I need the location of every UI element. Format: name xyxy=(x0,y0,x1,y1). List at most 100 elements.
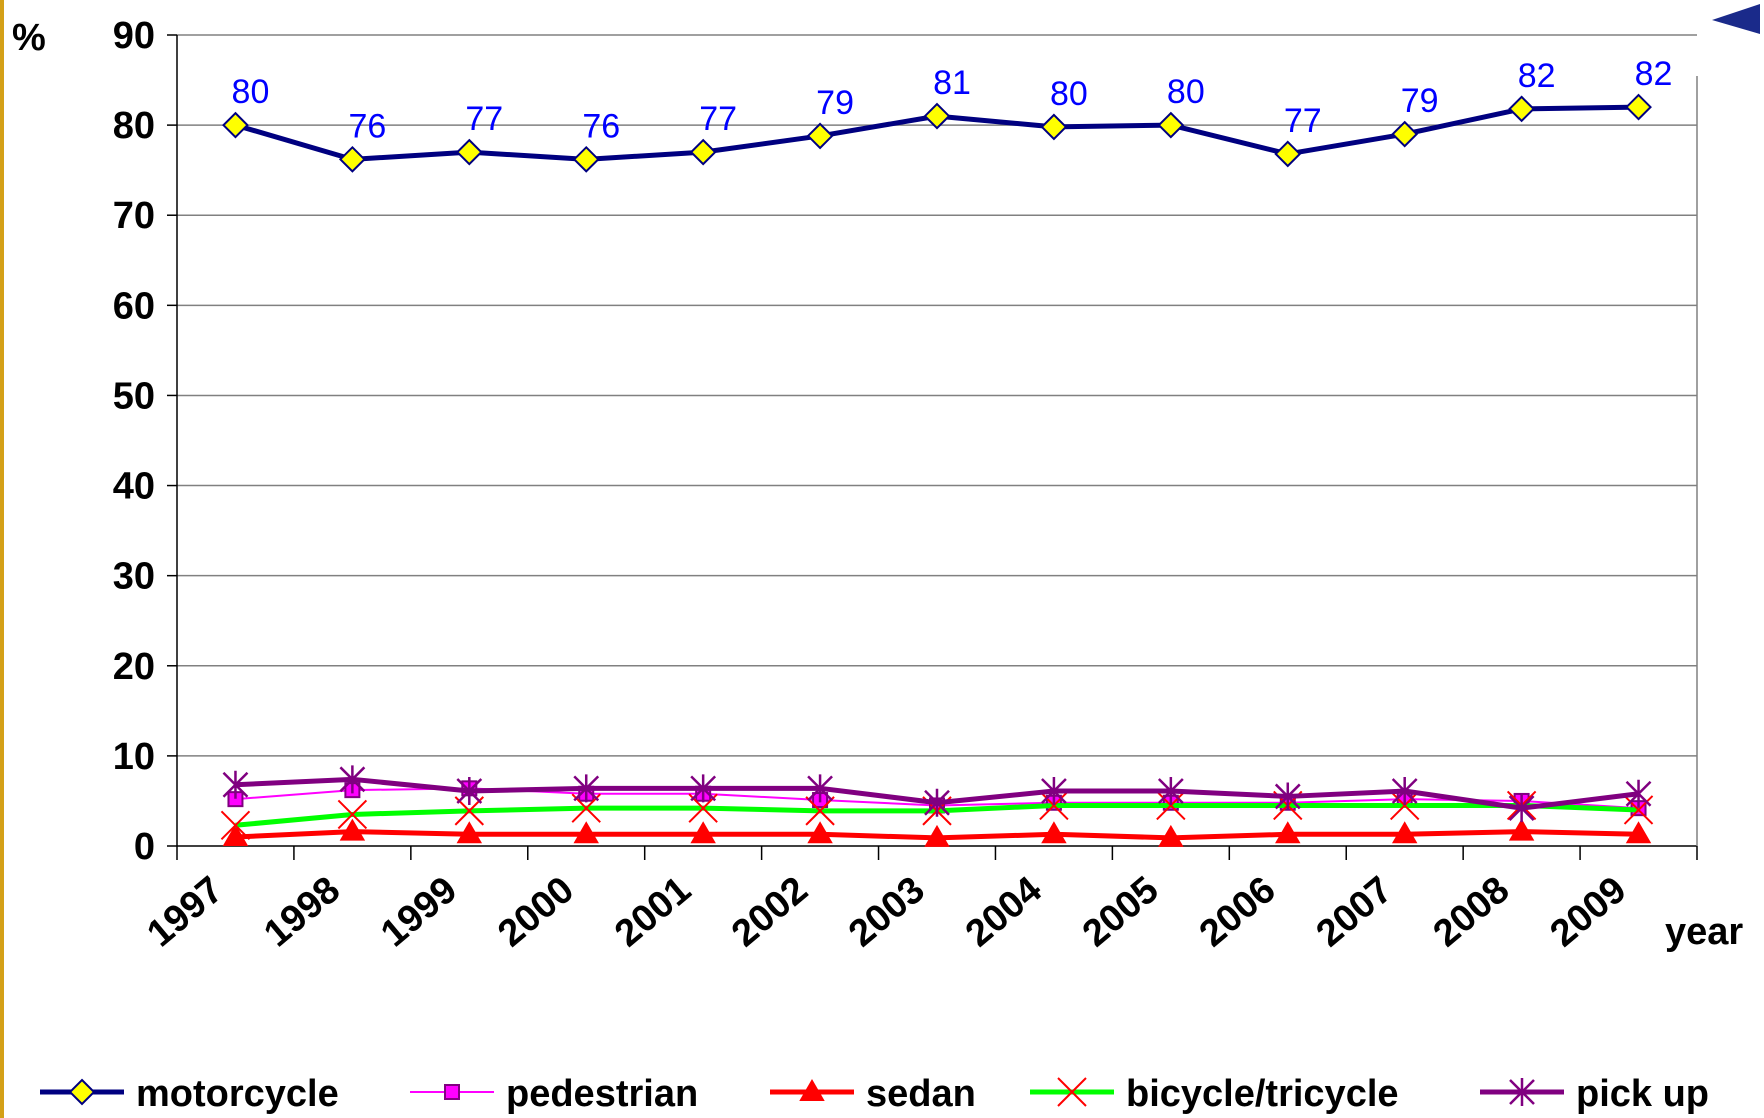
marker xyxy=(1508,818,1535,841)
marker xyxy=(1057,1077,1087,1107)
marker xyxy=(68,1078,96,1106)
marker xyxy=(924,824,950,847)
data-label: 76 xyxy=(582,107,620,145)
y-tick-label: 70 xyxy=(113,195,155,237)
data-label: 77 xyxy=(465,100,503,138)
marker xyxy=(573,821,599,844)
marker xyxy=(1389,790,1420,821)
marker xyxy=(807,821,833,844)
x-tick-label: 2009 xyxy=(1543,869,1635,956)
marker xyxy=(1625,779,1652,808)
legend-label: bicycle/tricycle xyxy=(1126,1073,1399,1115)
data-label: 77 xyxy=(699,100,737,138)
x-axis-label: year xyxy=(1665,911,1743,953)
marker xyxy=(1158,824,1184,847)
marker xyxy=(572,145,600,173)
marker xyxy=(690,821,716,844)
y-tick-label: 0 xyxy=(134,826,155,868)
marker xyxy=(444,1084,460,1100)
y-tick-label: 60 xyxy=(113,285,155,327)
marker xyxy=(455,138,483,166)
legend-label: motorcycle xyxy=(136,1073,339,1115)
legend-item: motorcycle xyxy=(40,1073,339,1115)
data-label: 76 xyxy=(348,107,386,145)
legend-item: pedestrian xyxy=(410,1073,698,1115)
x-tick-label: 2001 xyxy=(607,869,699,956)
marker xyxy=(807,774,833,803)
marker xyxy=(805,796,835,826)
x-tick-label: 2008 xyxy=(1426,869,1518,956)
marker xyxy=(339,765,366,794)
marker xyxy=(1391,821,1418,844)
x-tick-label: 2002 xyxy=(724,869,816,956)
x-tick-label: 1997 xyxy=(139,869,231,956)
legend-item: pick up xyxy=(1480,1073,1709,1115)
x-tick-label: 2005 xyxy=(1075,869,1167,956)
x-tick-label: 2004 xyxy=(958,869,1050,956)
data-label: 80 xyxy=(232,73,270,111)
x-tick-label: 2006 xyxy=(1192,869,1284,956)
marker xyxy=(222,111,249,139)
marker xyxy=(1156,790,1186,821)
marker xyxy=(1509,1078,1535,1106)
marker xyxy=(1625,93,1652,121)
y-tick-label: 20 xyxy=(113,646,155,688)
marker xyxy=(222,770,249,799)
data-label: 82 xyxy=(1518,57,1556,95)
series xyxy=(222,818,1652,847)
series: 80 76 77 76 77 79 81 80 80 77 79 82 82 xyxy=(222,55,1672,173)
marker xyxy=(220,810,251,840)
marker xyxy=(924,788,950,817)
y-tick-label: 30 xyxy=(113,556,155,598)
legend-item: sedan xyxy=(770,1073,976,1115)
marker xyxy=(456,821,483,844)
series xyxy=(222,765,1652,823)
x-tick-label: 1999 xyxy=(373,869,465,956)
marker xyxy=(338,145,366,173)
marker xyxy=(1274,140,1302,168)
y-tick-label: 10 xyxy=(113,736,155,778)
data-label: 77 xyxy=(1284,102,1322,140)
legend-item: bicycle/tricycle xyxy=(1030,1073,1399,1115)
marker xyxy=(1157,777,1184,806)
marker xyxy=(1041,777,1067,806)
marker xyxy=(1508,95,1536,123)
marker xyxy=(1041,821,1067,844)
x-tick-label: 2003 xyxy=(841,869,933,956)
y-tick-label: 80 xyxy=(113,105,155,147)
data-label: 81 xyxy=(933,64,971,102)
logo xyxy=(1712,4,1760,34)
y-axis-label: % xyxy=(12,17,46,59)
marker xyxy=(1157,111,1185,139)
data-label: 80 xyxy=(1050,75,1088,113)
marker xyxy=(799,1079,825,1101)
y-tick-label: 40 xyxy=(113,466,155,508)
marker xyxy=(689,138,717,166)
marker xyxy=(1623,795,1654,825)
marker xyxy=(456,777,483,806)
marker xyxy=(573,774,600,803)
marker xyxy=(806,122,834,150)
marker xyxy=(690,774,717,803)
marker xyxy=(1391,777,1418,806)
marker xyxy=(1625,821,1652,844)
legend-label: pedestrian xyxy=(506,1073,698,1115)
data-label: 79 xyxy=(1401,82,1439,120)
data-label: 79 xyxy=(816,84,854,122)
x-tick-label: 1998 xyxy=(256,869,348,956)
marker xyxy=(222,823,249,846)
marker xyxy=(1508,794,1535,823)
marker xyxy=(1274,782,1301,811)
marker xyxy=(1391,120,1419,148)
data-label: 80 xyxy=(1167,73,1205,111)
marker xyxy=(337,799,368,830)
x-tick-label: 2007 xyxy=(1309,869,1401,956)
legend-label: pick up xyxy=(1576,1073,1709,1115)
marker xyxy=(339,818,366,841)
page-border xyxy=(0,0,4,1118)
marker xyxy=(923,102,951,130)
legend-label: sedan xyxy=(866,1073,976,1115)
marker xyxy=(1275,821,1301,844)
x-tick-label: 2000 xyxy=(490,869,582,956)
